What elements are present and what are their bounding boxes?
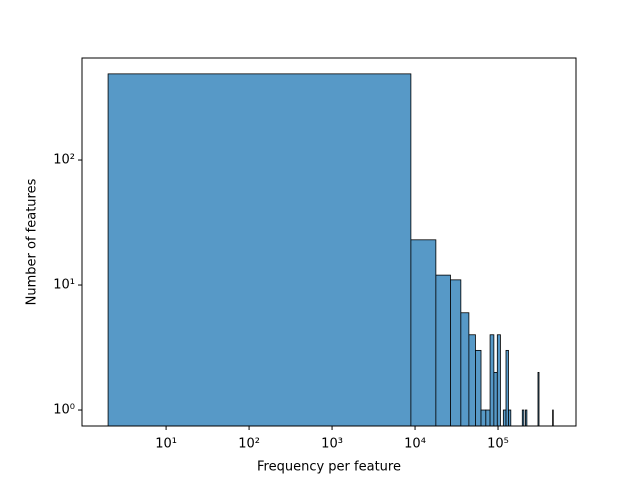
bar [502,409,507,427]
y-tick-label: 10² [53,153,75,168]
bar [450,279,462,427]
bar [493,371,498,427]
bar [468,334,476,427]
bar [537,371,540,427]
bar [496,334,501,427]
x-tick-label: 10³ [321,437,343,452]
bar [410,239,437,427]
x-tick-label: 10¹ [155,437,177,452]
bar [521,409,525,427]
bar [489,334,495,427]
plot-frame [81,57,577,427]
y-axis-label: Number of features [25,178,40,305]
bar [475,349,482,427]
bar [485,409,491,427]
bar [107,73,412,427]
x-tick-label: 10² [238,437,260,452]
y-tick-label: 10¹ [53,278,75,293]
bar [435,274,451,427]
bar [460,312,470,427]
bar [508,409,512,427]
bar [552,409,554,427]
bar [480,409,487,427]
y-tick-label: 10⁰ [53,403,75,418]
x-axis-label: Frequency per feature [257,460,401,475]
x-tick-label: 10⁵ [487,437,509,452]
bar [525,409,528,427]
x-tick-label: 10⁴ [404,437,426,452]
